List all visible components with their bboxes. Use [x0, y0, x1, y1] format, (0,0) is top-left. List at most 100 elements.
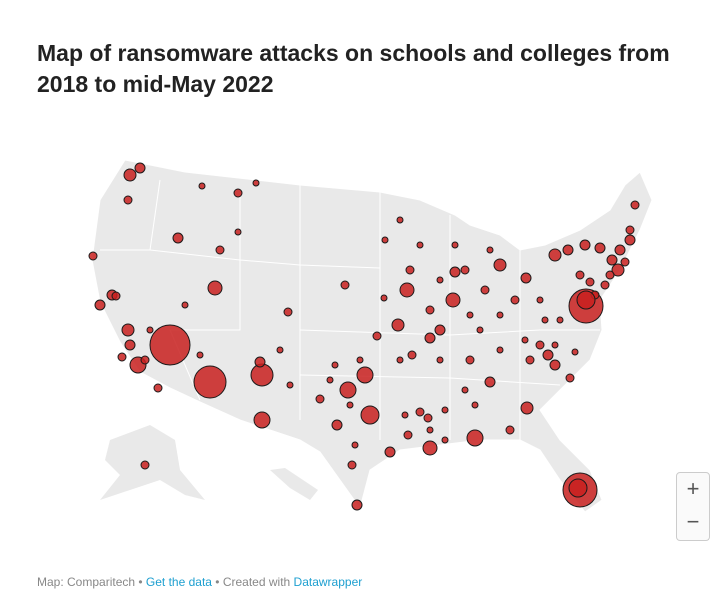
- attack-marker[interactable]: [496, 346, 504, 354]
- attack-marker[interactable]: [585, 277, 595, 287]
- attack-marker[interactable]: [579, 239, 591, 251]
- attack-marker[interactable]: [486, 246, 494, 254]
- attack-marker[interactable]: [436, 276, 444, 284]
- attack-marker[interactable]: [380, 294, 388, 302]
- attack-marker[interactable]: [253, 411, 271, 429]
- attack-marker[interactable]: [381, 236, 389, 244]
- attack-marker[interactable]: [505, 425, 515, 435]
- attack-marker[interactable]: [493, 258, 507, 272]
- attack-marker[interactable]: [198, 182, 206, 190]
- attack-marker[interactable]: [624, 234, 636, 246]
- attack-marker[interactable]: [536, 296, 544, 304]
- attack-marker[interactable]: [605, 270, 615, 280]
- attack-marker[interactable]: [466, 429, 484, 447]
- attack-marker[interactable]: [565, 373, 575, 383]
- attack-marker[interactable]: [441, 406, 449, 414]
- attack-marker[interactable]: [326, 376, 334, 384]
- attack-marker[interactable]: [614, 244, 626, 256]
- attack-marker[interactable]: [140, 355, 150, 365]
- attack-marker[interactable]: [351, 499, 363, 511]
- attack-marker[interactable]: [111, 291, 121, 301]
- attack-marker[interactable]: [234, 228, 242, 236]
- attack-marker[interactable]: [562, 244, 574, 256]
- attack-marker[interactable]: [466, 311, 474, 319]
- attack-marker[interactable]: [551, 341, 559, 349]
- attack-marker[interactable]: [436, 356, 444, 364]
- attack-marker[interactable]: [172, 232, 184, 244]
- attack-marker[interactable]: [476, 326, 484, 334]
- attack-marker[interactable]: [575, 270, 585, 280]
- attack-marker[interactable]: [372, 331, 382, 341]
- attack-marker[interactable]: [625, 225, 635, 235]
- attack-marker[interactable]: [556, 316, 564, 324]
- attack-marker[interactable]: [140, 460, 150, 470]
- attack-marker[interactable]: [331, 419, 343, 431]
- attack-marker[interactable]: [445, 292, 461, 308]
- attack-marker[interactable]: [215, 245, 225, 255]
- attack-marker[interactable]: [283, 307, 293, 317]
- attack-marker[interactable]: [399, 282, 415, 298]
- attack-marker[interactable]: [422, 440, 438, 456]
- attack-marker[interactable]: [460, 265, 470, 275]
- attack-marker[interactable]: [426, 426, 434, 434]
- attack-marker[interactable]: [403, 430, 413, 440]
- attack-marker[interactable]: [252, 179, 260, 187]
- datawrapper-link[interactable]: Datawrapper: [293, 575, 363, 589]
- attack-marker[interactable]: [510, 295, 520, 305]
- attack-marker[interactable]: [196, 351, 204, 359]
- attack-marker[interactable]: [153, 383, 163, 393]
- attack-marker[interactable]: [441, 436, 449, 444]
- attack-marker[interactable]: [315, 394, 325, 404]
- attack-marker[interactable]: [548, 248, 562, 262]
- attack-marker[interactable]: [331, 361, 339, 369]
- zoom-in-button[interactable]: +: [676, 472, 710, 508]
- attack-marker[interactable]: [630, 200, 640, 210]
- attack-marker[interactable]: [461, 386, 469, 394]
- attack-marker[interactable]: [384, 446, 396, 458]
- attack-marker[interactable]: [88, 251, 98, 261]
- attack-marker[interactable]: [594, 242, 606, 254]
- attack-marker[interactable]: [416, 241, 424, 249]
- attack-marker[interactable]: [250, 363, 274, 387]
- attack-marker[interactable]: [94, 299, 106, 311]
- attack-marker[interactable]: [407, 350, 417, 360]
- attack-marker[interactable]: [549, 359, 561, 371]
- attack-marker[interactable]: [434, 324, 446, 336]
- attack-marker[interactable]: [207, 280, 223, 296]
- attack-marker[interactable]: [535, 340, 545, 350]
- attack-marker[interactable]: [451, 241, 459, 249]
- attack-marker[interactable]: [391, 318, 405, 332]
- attack-marker[interactable]: [571, 348, 579, 356]
- attack-marker[interactable]: [396, 216, 404, 224]
- attack-marker[interactable]: [123, 195, 133, 205]
- attack-marker[interactable]: [471, 401, 479, 409]
- attack-marker[interactable]: [480, 285, 490, 295]
- attack-marker[interactable]: [117, 352, 127, 362]
- attack-marker[interactable]: [286, 381, 294, 389]
- attack-marker[interactable]: [193, 365, 227, 399]
- attack-marker[interactable]: [124, 339, 136, 351]
- attack-marker[interactable]: [121, 323, 135, 337]
- attack-marker[interactable]: [146, 326, 154, 334]
- attack-marker[interactable]: [181, 301, 189, 309]
- attack-marker[interactable]: [484, 376, 496, 388]
- attack-marker[interactable]: [340, 280, 350, 290]
- get-data-link[interactable]: Get the data: [145, 575, 212, 589]
- attack-marker[interactable]: [496, 311, 504, 319]
- attack-marker[interactable]: [525, 355, 535, 365]
- attack-marker[interactable]: [620, 257, 630, 267]
- attack-marker[interactable]: [339, 381, 357, 399]
- attack-marker[interactable]: [424, 332, 436, 344]
- attack-marker[interactable]: [542, 349, 554, 361]
- attack-marker[interactable]: [123, 168, 137, 182]
- attack-marker[interactable]: [423, 413, 433, 423]
- attack-marker[interactable]: [351, 441, 359, 449]
- attack-marker[interactable]: [415, 407, 425, 417]
- attack-marker[interactable]: [611, 263, 625, 277]
- attack-marker[interactable]: [356, 356, 364, 364]
- attack-marker[interactable]: [149, 324, 191, 366]
- attack-marker[interactable]: [360, 405, 380, 425]
- attack-marker[interactable]: [568, 478, 588, 498]
- attack-marker[interactable]: [401, 411, 409, 419]
